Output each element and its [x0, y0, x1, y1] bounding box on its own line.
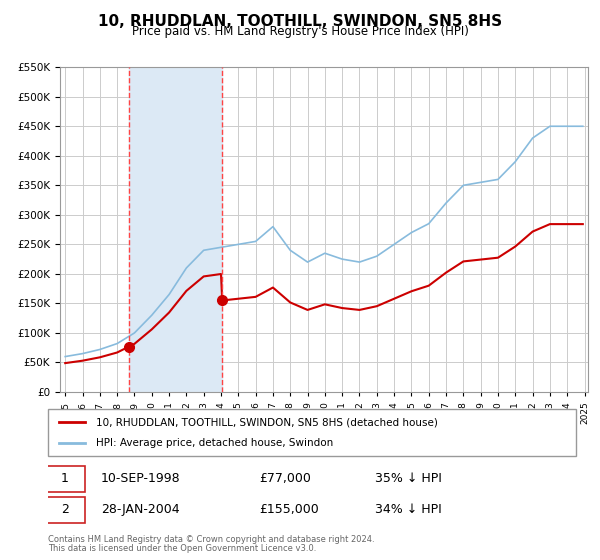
Text: 1: 1 [61, 472, 69, 486]
Text: £77,000: £77,000 [259, 472, 311, 486]
Text: 2: 2 [61, 503, 69, 516]
Text: 10-SEP-1998: 10-SEP-1998 [101, 472, 181, 486]
FancyBboxPatch shape [46, 497, 85, 522]
Text: 28-JAN-2004: 28-JAN-2004 [101, 503, 179, 516]
Text: Contains HM Land Registry data © Crown copyright and database right 2024.: Contains HM Land Registry data © Crown c… [48, 535, 374, 544]
Text: Price paid vs. HM Land Registry's House Price Index (HPI): Price paid vs. HM Land Registry's House … [131, 25, 469, 38]
Bar [129, 67, 222, 392]
Text: 35% ↓ HPI: 35% ↓ HPI [376, 472, 442, 486]
FancyBboxPatch shape [46, 466, 85, 492]
Text: 34% ↓ HPI: 34% ↓ HPI [376, 503, 442, 516]
Text: This data is licensed under the Open Government Licence v3.0.: This data is licensed under the Open Gov… [48, 544, 316, 553]
Text: 10, RHUDDLAN, TOOTHILL, SWINDON, SN5 8HS: 10, RHUDDLAN, TOOTHILL, SWINDON, SN5 8HS [98, 14, 502, 29]
Text: HPI: Average price, detached house, Swindon: HPI: Average price, detached house, Swin… [95, 438, 333, 448]
FancyBboxPatch shape [48, 409, 576, 456]
Text: £155,000: £155,000 [259, 503, 319, 516]
Text: 10, RHUDDLAN, TOOTHILL, SWINDON, SN5 8HS (detached house): 10, RHUDDLAN, TOOTHILL, SWINDON, SN5 8HS… [95, 417, 437, 427]
